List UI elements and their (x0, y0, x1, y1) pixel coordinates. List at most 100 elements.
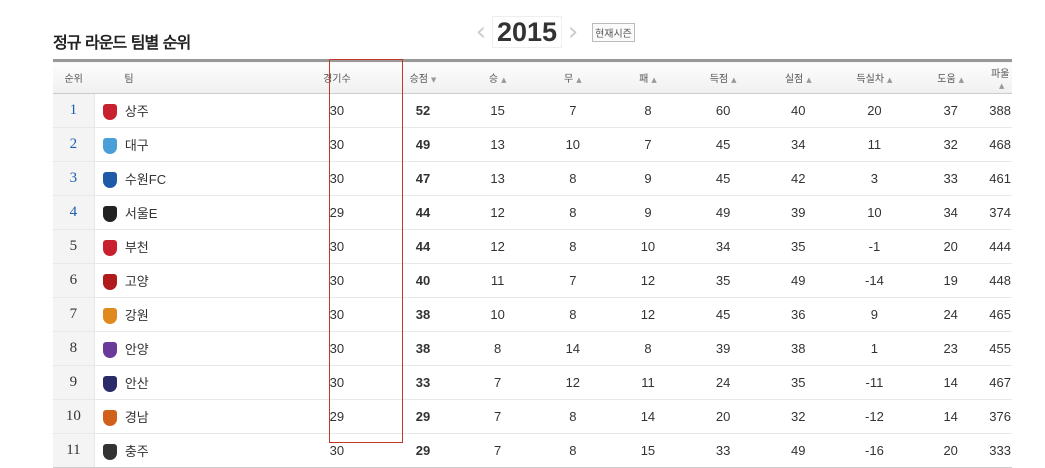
stat-cell: 29 (287, 399, 386, 434)
stat-cell: 467 (988, 365, 1012, 400)
team-cell: 충주 (94, 433, 288, 468)
stat-cell: 9 (835, 297, 914, 332)
sort-asc-icon: ▲ (806, 76, 812, 84)
stat-cell: -11 (835, 365, 914, 400)
team-logo-icon (102, 376, 117, 393)
stat-cell: 11 (610, 365, 686, 400)
stat-cell: 8 (610, 331, 686, 366)
current-season-button[interactable]: 현재시즌 (592, 22, 635, 42)
stat-cell: 38 (385, 297, 461, 332)
stat-cell: 11 (835, 127, 914, 162)
sort-asc-icon: ▲ (958, 76, 965, 84)
column-header[interactable]: 파울▲ (988, 60, 1012, 94)
next-season-button[interactable]: › (567, 17, 579, 47)
stat-cell: 13 (460, 127, 536, 162)
team-name[interactable]: 안산 (124, 375, 149, 391)
column-header[interactable]: 무 ▲ (535, 60, 611, 94)
column-header[interactable]: 득점 ▲ (685, 60, 761, 94)
stat-cell: 9 (610, 161, 686, 196)
team-logo-icon (102, 308, 117, 325)
stat-cell: 7 (460, 399, 536, 434)
team-cell: 안양 (94, 331, 288, 366)
stat-cell: -16 (835, 433, 914, 468)
stat-cell: 14 (913, 399, 989, 434)
stat-cell: 34 (760, 127, 836, 162)
stat-cell: 40 (385, 263, 461, 298)
season-year: 2015 (492, 16, 563, 48)
column-header[interactable]: 경기수 (287, 60, 386, 94)
stat-cell: 10 (460, 297, 536, 332)
sort-asc-icon: ▲ (998, 81, 1005, 90)
team-name[interactable]: 강원 (124, 307, 149, 323)
team-logo-icon (102, 342, 117, 359)
stat-cell: 45 (685, 297, 761, 332)
stat-cell: 20 (835, 93, 914, 128)
column-header[interactable]: 승 ▲ (460, 60, 536, 94)
stat-cell: 30 (287, 93, 386, 128)
stat-cell: 455 (988, 331, 1012, 366)
stat-cell: 19 (913, 263, 989, 298)
rank-cell: 3 (53, 161, 95, 196)
table-row: 2 대구 30 49 13 10 7 45 34 11 32 468 (53, 127, 1012, 162)
stat-cell: 468 (988, 127, 1012, 162)
team-name[interactable]: 안양 (124, 341, 149, 357)
column-label: 실점 (784, 74, 804, 85)
stat-cell: 52 (385, 93, 461, 128)
team-name[interactable]: 부천 (124, 239, 149, 255)
column-header[interactable]: 도움 ▲ (913, 60, 989, 94)
sort-asc-icon: ▲ (576, 76, 582, 84)
stat-cell: 8 (535, 161, 611, 196)
stat-cell: 23 (913, 331, 989, 366)
stat-cell: 39 (760, 195, 836, 230)
sort-asc-icon: ▲ (501, 76, 507, 84)
stat-cell: 448 (988, 263, 1012, 298)
stat-cell: 10 (610, 229, 686, 264)
team-name[interactable]: 고양 (124, 273, 149, 289)
column-header[interactable]: 패 ▲ (610, 60, 686, 94)
team-cell: 경남 (94, 399, 288, 434)
stat-cell: 24 (913, 297, 989, 332)
rank-cell: 10 (53, 399, 95, 434)
rank-cell: 6 (53, 263, 95, 298)
stat-cell: 11 (460, 263, 536, 298)
team-cell: 안산 (94, 365, 288, 400)
stat-cell: 8 (535, 195, 611, 230)
stat-cell: 3 (835, 161, 914, 196)
stat-cell: 20 (913, 229, 989, 264)
stat-cell: 8 (535, 297, 611, 332)
stat-cell: 8 (460, 331, 536, 366)
season-selector: ‹ 2015 › 현재시즌 (470, 16, 635, 48)
stat-cell: 40 (760, 93, 836, 128)
stat-cell: 14 (535, 331, 611, 366)
column-label: 승점 (409, 74, 428, 85)
stat-cell: 39 (685, 331, 761, 366)
stat-cell: 44 (385, 195, 461, 230)
column-header[interactable]: 승점 ▼ (385, 60, 461, 94)
stat-cell: 30 (287, 331, 386, 366)
stat-cell: 34 (913, 195, 989, 230)
table-row: 3 수원FC 30 47 13 8 9 45 42 3 33 461 (53, 161, 1012, 196)
rank-cell: 8 (53, 331, 95, 366)
team-name[interactable]: 수원FC (124, 171, 167, 187)
column-header[interactable]: 실점 ▲ (760, 60, 836, 94)
stat-cell: 30 (287, 297, 386, 332)
stat-cell: 45 (685, 127, 761, 162)
team-name[interactable]: 경남 (124, 409, 149, 425)
rank-cell: 11 (53, 433, 95, 468)
column-label: 경기수 (323, 74, 351, 85)
team-cell: 상주 (94, 93, 288, 128)
column-label: 팀 (124, 74, 134, 85)
team-name[interactable]: 충주 (124, 443, 149, 459)
stat-cell: 376 (988, 399, 1012, 434)
rank-cell: 4 (53, 195, 95, 230)
stat-cell: 30 (287, 161, 386, 196)
stat-cell: 49 (760, 263, 836, 298)
team-name[interactable]: 서울E (124, 205, 158, 221)
column-header[interactable]: 득실차 ▲ (835, 60, 914, 94)
prev-season-button[interactable]: ‹ (475, 17, 487, 47)
stat-cell: 12 (460, 229, 536, 264)
team-name[interactable]: 상주 (124, 103, 149, 119)
team-name[interactable]: 대구 (124, 137, 149, 153)
table-row: 10 경남 29 29 7 8 14 20 32 -12 14 376 (53, 399, 1012, 434)
stat-cell: 44 (385, 229, 461, 264)
